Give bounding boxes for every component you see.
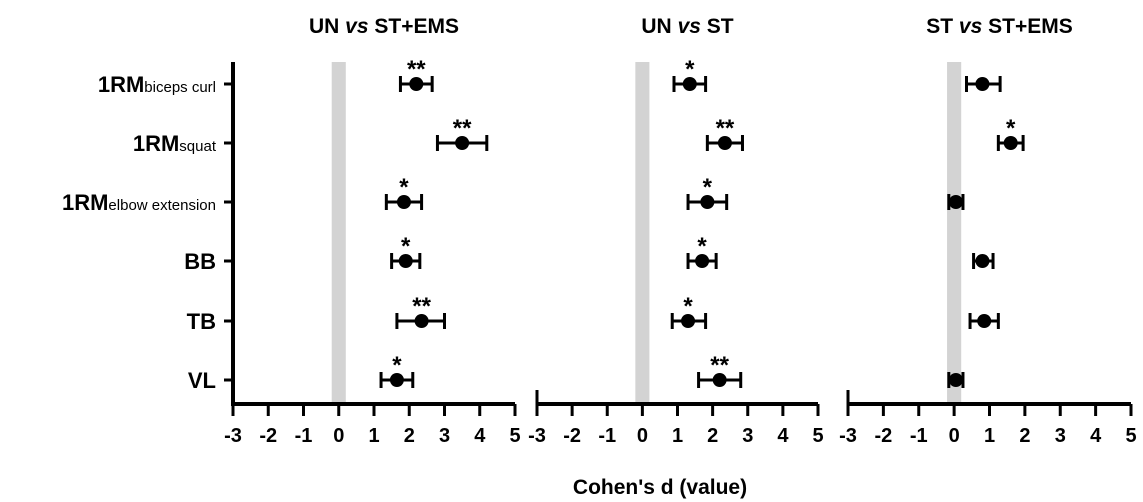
x-tick-label: 5 (1125, 425, 1136, 447)
x-tick-label: 4 (474, 425, 486, 447)
effect-point (700, 195, 715, 209)
significance-label: ** (412, 293, 431, 320)
x-tick-label: -2 (874, 425, 892, 447)
null-effect-band (635, 62, 650, 404)
significance-label: * (1006, 115, 1016, 142)
null-effect-band (331, 62, 346, 404)
null-effect-band (947, 62, 962, 404)
significance-label: * (703, 174, 713, 201)
panel-title-part: ST (926, 15, 959, 38)
effect-point (712, 373, 727, 387)
significance-label: ** (407, 56, 426, 83)
effect-point (396, 195, 411, 209)
x-tick-label: 3 (742, 425, 753, 447)
row-label: BB (184, 249, 216, 274)
x-tick-label: -3 (224, 425, 242, 447)
significance-label: * (683, 293, 693, 320)
effect-point (389, 373, 404, 387)
effect-point (948, 195, 963, 209)
effect-point (682, 77, 697, 91)
row-label-main: TB (187, 309, 216, 334)
row-label-main: 1RM (62, 190, 108, 215)
row-label: 1RMsquat (133, 131, 217, 156)
panel-title-part: vs (345, 15, 368, 38)
x-tick-label: 5 (812, 425, 823, 447)
panel-title-part: ST+EMS (369, 15, 459, 38)
panel-title: ST vs ST+EMS (926, 15, 1072, 38)
effect-point (717, 136, 732, 150)
panel-title: UN vs ST+EMS (309, 15, 459, 38)
x-tick-label: 4 (1090, 425, 1102, 447)
significance-label: ** (716, 115, 735, 142)
row-label-main: 1RM (133, 131, 179, 156)
effect-point (681, 314, 696, 328)
x-tick-label: -2 (563, 425, 581, 447)
panel-title-part: ST (701, 15, 734, 38)
x-tick-label: -1 (295, 425, 313, 447)
effect-point (1003, 136, 1018, 150)
row-label: VL (188, 368, 216, 393)
effect-point (409, 77, 424, 91)
panel-2: UN vs ST-3 -2 -1 0 1 2 3 4 5******** (528, 15, 823, 447)
row-label-main: BB (184, 249, 216, 274)
row-label: 1RMbiceps curl (98, 72, 216, 97)
x-tick-label: -1 (598, 425, 616, 447)
significance-label: ** (453, 115, 472, 142)
panel-title-part: UN (641, 15, 677, 38)
panel-title-part: ST+EMS (982, 15, 1072, 38)
row-label-subscript: biceps curl (144, 79, 216, 96)
effect-point (977, 314, 992, 328)
effect-point (398, 254, 413, 268)
panel-3: ST vs ST+EMS -3 -2 -1 0 1 2 3 4 5 * (839, 15, 1136, 447)
effect-point (948, 373, 963, 387)
x-tick-label: 3 (1055, 425, 1066, 447)
significance-label: * (399, 174, 409, 201)
panel-1: UN vs ST+EMS-3 -2 -1 0 1 2 3 4 5********* (224, 15, 521, 447)
significance-label: * (685, 56, 695, 83)
x-tick-label: 0 (333, 425, 344, 447)
significance-label: ** (710, 352, 729, 379)
panel-title: UN vs ST (641, 15, 733, 38)
x-tick-label: 2 (404, 425, 415, 447)
significance-label: * (697, 233, 707, 260)
x-tick-label: 1 (368, 425, 379, 447)
x-tick-label: -3 (839, 425, 857, 447)
x-tick-label: -2 (259, 425, 277, 447)
x-tick-label: 4 (777, 425, 789, 447)
row-label-subscript: elbow extension (108, 197, 216, 214)
effect-point (975, 254, 990, 268)
significance-label: * (401, 233, 411, 260)
effect-point (975, 77, 990, 91)
row-label-subscript: squat (179, 138, 217, 155)
x-tick-label: -1 (910, 425, 928, 447)
x-tick-label: 3 (439, 425, 450, 447)
x-tick-label: 1 (672, 425, 683, 447)
x-axis-title: Cohen's d (value) (573, 476, 747, 499)
row-label: 1RMelbow extension (62, 190, 216, 215)
significance-label: * (392, 352, 402, 379)
x-tick-label: 1 (984, 425, 995, 447)
row-label-main: 1RM (98, 72, 144, 97)
row-label-main: VL (188, 368, 216, 393)
effect-point (695, 254, 710, 268)
x-tick-label: 2 (1019, 425, 1030, 447)
x-tick-label: 0 (949, 425, 960, 447)
x-tick-label: 5 (509, 425, 520, 447)
panel-title-part: UN (309, 15, 345, 38)
panel-title-part: vs (678, 15, 701, 38)
x-tick-label: 2 (707, 425, 718, 447)
effect-point (414, 314, 429, 328)
panel-title-part: vs (959, 15, 982, 38)
effect-point (455, 136, 470, 150)
x-tick-label: -3 (528, 425, 546, 447)
row-label: TB (187, 309, 216, 334)
x-tick-label: 0 (637, 425, 648, 447)
